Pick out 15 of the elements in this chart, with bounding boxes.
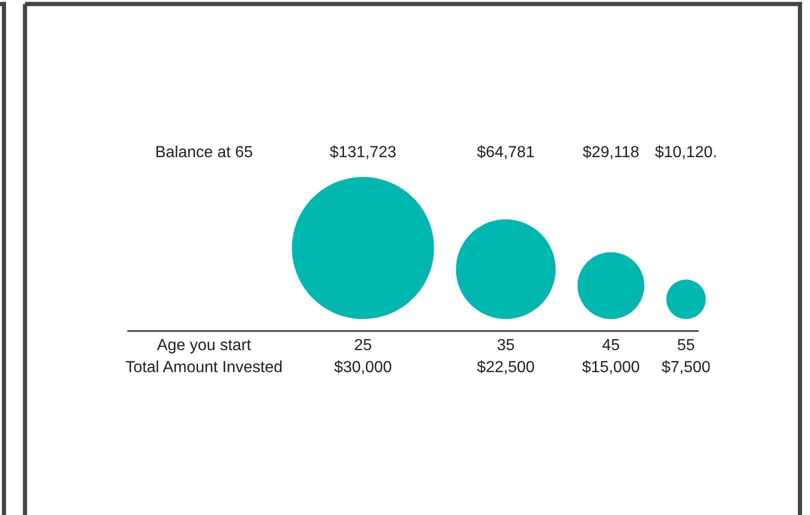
- category-label: 55: [678, 339, 694, 350]
- data-label: $64,781: [477, 145, 534, 160]
- category-label: 35: [498, 338, 514, 350]
- text: $15,000: [582, 360, 640, 374]
- text: $7,500: [662, 360, 710, 374]
- text: Balance at 65: [156, 146, 252, 158]
- data-label: $29,118: [582, 145, 639, 160]
- text: $22,500: [477, 360, 534, 374]
- category-label: 45: [602, 339, 620, 350]
- data-label: $131,723: [330, 145, 396, 160]
- text: Age you start: [156, 339, 251, 354]
- data-label: $10,120.: [655, 145, 716, 160]
- category-label: 25: [354, 338, 372, 350]
- text: $30,000: [334, 360, 392, 374]
- text: Total Amount Invested: [126, 360, 282, 372]
